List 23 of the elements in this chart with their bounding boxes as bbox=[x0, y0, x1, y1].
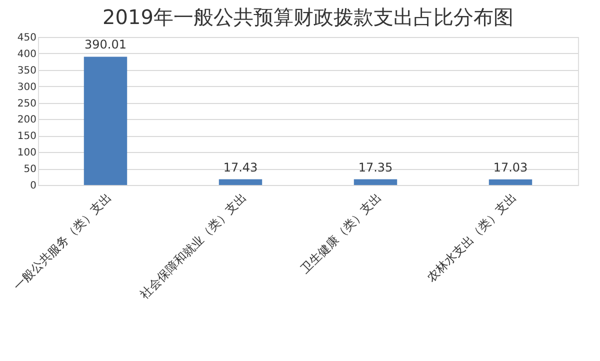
y-tick-label: 300 bbox=[17, 82, 36, 93]
x-tick-label: 农林水支出（类）支出 bbox=[424, 190, 519, 285]
bar bbox=[84, 56, 128, 185]
y-tick-label: 400 bbox=[17, 48, 36, 60]
x-tick-label: 卫生健康（类）支出 bbox=[298, 190, 384, 276]
data-label: 17.43 bbox=[223, 160, 258, 174]
bar bbox=[488, 179, 532, 185]
chart-title: 2019年一般公共预算财政拨款支出占比分布图 bbox=[102, 5, 514, 29]
y-tick-label: 0 bbox=[30, 180, 36, 192]
data-label: 17.35 bbox=[358, 160, 393, 174]
x-tick-label: 一般公共服务（类）支出 bbox=[10, 190, 114, 294]
y-tick-label: 250 bbox=[17, 98, 36, 110]
y-tick-label: 150 bbox=[17, 131, 36, 142]
bar bbox=[354, 179, 398, 185]
bar bbox=[218, 179, 262, 185]
y-tick-label: 50 bbox=[24, 164, 36, 176]
data-label: 390.01 bbox=[84, 38, 126, 52]
x-tick-label: 社会保障和就业（类）支出 bbox=[137, 190, 249, 302]
data-label: 17.03 bbox=[493, 160, 528, 174]
y-tick-label: 350 bbox=[17, 65, 36, 76]
y-tick-label: 200 bbox=[17, 114, 36, 126]
y-tick-label: 100 bbox=[17, 148, 36, 159]
y-tick-label: 450 bbox=[17, 32, 36, 44]
